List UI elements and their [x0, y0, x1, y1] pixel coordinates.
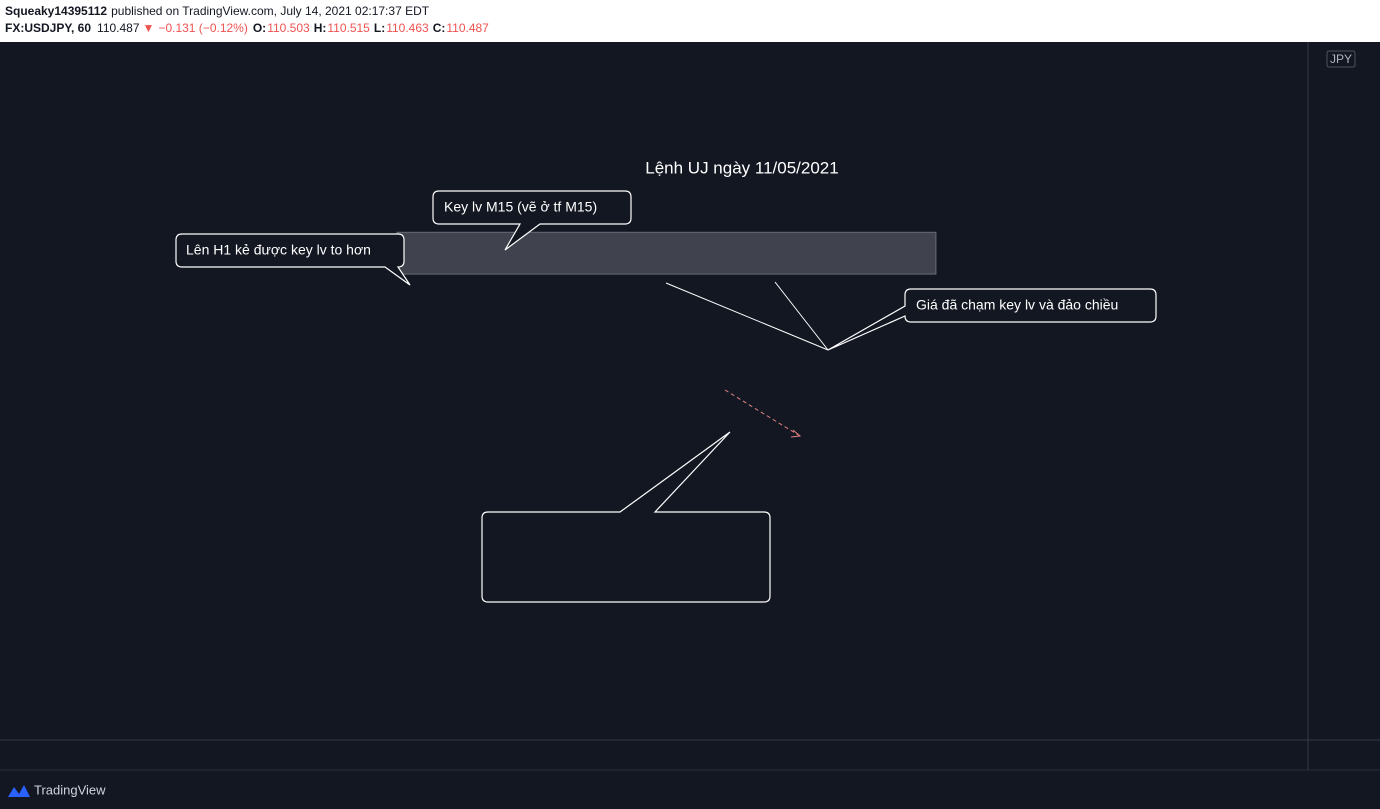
symbol: FX:USDJPY, 60	[5, 21, 91, 35]
ohlc-value: 110.503	[267, 21, 310, 35]
ohlc-label: H:	[314, 21, 327, 35]
header-line: FX:USDJPY, 60 110.487 ▼ −0.131 (−0.12%) …	[5, 21, 489, 35]
dashed-arrow	[724, 389, 801, 437]
published: published on TradingView.com, July 14, 2…	[111, 4, 430, 18]
header-line: Squeaky14395112 published on TradingView…	[5, 4, 430, 18]
author: Squeaky14395112	[5, 4, 107, 18]
ohlc-value: 110.515	[327, 21, 370, 35]
logo	[8, 785, 30, 797]
chart-title: Lệnh UJ ngày 11/05/2021	[645, 158, 838, 177]
change-arrow: ▼	[143, 21, 155, 35]
ohlc-label: L:	[374, 21, 385, 35]
connector	[774, 281, 829, 351]
ohlc-label: O:	[253, 21, 266, 35]
currency-box	[1326, 50, 1356, 68]
arrow-head	[790, 429, 802, 438]
ohlc-value: 110.487	[446, 21, 489, 35]
change: −0.131 (−0.12%)	[158, 21, 247, 35]
callout-box	[481, 431, 771, 603]
callout-text: Giá đã chạm key lv và đảo chiều	[916, 297, 1118, 313]
ohlc-label: C:	[433, 21, 446, 35]
key-zone	[396, 231, 937, 275]
callout-box	[432, 190, 632, 251]
callout-box	[175, 233, 411, 286]
price-axis-bg	[1308, 42, 1380, 770]
brand: TradingView	[34, 782, 106, 797]
callout-text: Key lv M15 (vẽ ở tf M15)	[444, 199, 597, 215]
currency: JPY	[1330, 52, 1352, 66]
connector	[665, 282, 829, 351]
annotations: Lệnh UJ ngày 11/05/2021 Key lv M15 (vẽ ở…	[175, 158, 1157, 603]
zones	[396, 231, 937, 275]
ohlc-value: 110.463	[386, 21, 429, 35]
callout-box	[827, 288, 1157, 351]
last-price: 110.487	[97, 21, 140, 35]
header-bg	[0, 0, 1380, 42]
callout-text: Lên H1 kẻ được key lv to hơn	[186, 242, 371, 258]
